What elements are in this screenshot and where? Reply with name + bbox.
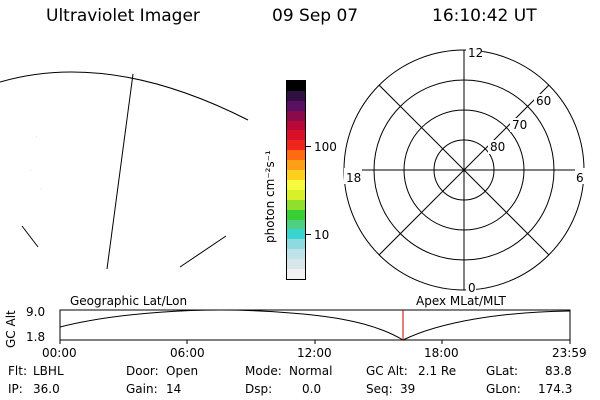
colorbar-label-10: 10 <box>314 228 330 242</box>
x-tick-label: 00:00 <box>42 346 77 360</box>
ip-value: 36.0 <box>33 382 60 396</box>
colorbar-unit-label: photon cm⁻²s⁻¹ <box>263 150 277 243</box>
altitude-ytick-bottom: 1.8 <box>26 330 46 344</box>
colorbar-segment <box>287 140 305 151</box>
glat-value: 83.8 <box>545 364 572 378</box>
label-bg <box>344 168 362 184</box>
colorbar-segment <box>287 120 305 131</box>
ip-label: IP: <box>8 382 23 396</box>
earth-limb-arc <box>0 71 249 121</box>
colorbar-segment <box>287 100 305 111</box>
apex-panel-label: Apex MLat/MLT <box>416 294 506 308</box>
colorbar-segment <box>287 90 305 101</box>
colorbar-segment <box>287 239 305 250</box>
x-tick-label: 12:00 <box>297 346 332 360</box>
date-label: 09 Sep 07 <box>272 6 359 26</box>
gain-value: 14 <box>166 382 182 396</box>
seq-label: Seq: <box>366 382 393 396</box>
app-title: Ultraviolet Imager <box>46 6 200 26</box>
colorbar-segment <box>287 229 305 240</box>
gcalt-value: 2.1 Re <box>418 364 457 378</box>
label-bg <box>488 140 506 154</box>
limb-segment-left <box>21 225 39 248</box>
lat-label-80: 80 <box>490 140 505 154</box>
seq-value: 39 <box>400 382 416 396</box>
x-tick-label: 23:59 <box>552 346 587 360</box>
colorbar-segment <box>287 269 305 279</box>
mlt-label-0: 0 <box>468 281 476 294</box>
colorbar-segment <box>287 170 305 180</box>
gain-label: Gain: <box>126 382 158 396</box>
colorbar-segment <box>287 130 305 141</box>
colorbar-segment <box>287 110 305 121</box>
dsp-value: 0.0 <box>302 382 322 396</box>
glat-label: GLat: <box>486 364 519 378</box>
glon-label: GLon: <box>486 382 521 396</box>
label-bg <box>466 46 482 60</box>
time-label: 16:10:42 UT <box>432 6 537 26</box>
colorbar-segment <box>287 209 305 220</box>
lat-label-70: 70 <box>512 118 527 132</box>
mode-value: Normal <box>289 364 333 378</box>
polar-diagonal-2 <box>378 84 550 256</box>
door-value: Open <box>166 364 199 378</box>
polar-mlt-plot: 12 18 6 0 60 70 80 <box>343 46 585 294</box>
colorbar-label-100: 100 <box>314 140 337 154</box>
colorbar-segment <box>287 179 305 190</box>
color-scale-bar <box>286 80 306 280</box>
meridian-line <box>106 73 134 270</box>
colorbar-tick-100 <box>306 146 311 147</box>
mode-label: Mode: <box>245 364 282 378</box>
limb-segment-right <box>179 235 227 268</box>
mlt-label-18: 18 <box>346 171 361 185</box>
colorbar-segment <box>287 219 305 230</box>
altitude-curve <box>59 309 571 341</box>
flt-label: Flt: <box>8 364 27 378</box>
altitude-ytick-top: 9.0 <box>26 305 46 319</box>
colorbar-segment <box>287 80 305 91</box>
colorbar-tick-10 <box>306 234 311 235</box>
gcalt-label: GC Alt: <box>366 364 408 378</box>
x-tick-label: 06:00 <box>170 346 205 360</box>
colorbar-segment <box>287 160 305 171</box>
geographic-image-panel <box>0 71 249 270</box>
emission-speck <box>40 188 41 189</box>
geographic-panel-label: Geographic Lat/Lon <box>70 294 188 308</box>
colorbar-segment <box>287 199 305 210</box>
colorbar-segment <box>287 150 305 161</box>
colorbar-segment <box>287 259 305 270</box>
glon-value: 174.3 <box>538 382 573 396</box>
label-bg <box>466 282 476 294</box>
emission-speck <box>36 136 37 137</box>
altitude-ylabel: GC Alt <box>4 310 18 348</box>
door-label: Door: <box>126 364 159 378</box>
emission-speck <box>30 170 31 171</box>
label-bg <box>575 168 585 184</box>
label-bg <box>510 118 528 132</box>
mlt-label-12: 12 <box>468 46 483 60</box>
altitude-timeline-plot <box>59 309 571 344</box>
label-bg <box>534 94 552 108</box>
dsp-label: Dsp: <box>245 382 273 396</box>
colorbar-segment <box>287 189 305 200</box>
flt-value: LBHL <box>33 364 64 378</box>
colorbar-segment <box>287 249 305 260</box>
lat-label-60: 60 <box>536 94 551 108</box>
x-tick-label: 18:00 <box>424 346 459 360</box>
mlt-label-6: 6 <box>576 171 584 185</box>
